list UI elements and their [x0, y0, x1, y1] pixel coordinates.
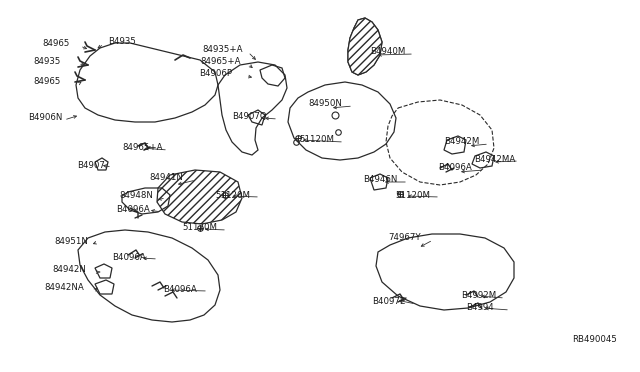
Text: 84935: 84935	[33, 58, 60, 67]
Text: 84942NA: 84942NA	[44, 283, 84, 292]
Text: 84950N: 84950N	[308, 99, 342, 109]
Text: 84965: 84965	[33, 77, 60, 87]
Text: B4942MA: B4942MA	[474, 154, 515, 164]
Text: 51120M: 51120M	[182, 224, 217, 232]
Text: B4097E: B4097E	[372, 298, 405, 307]
Text: B4994: B4994	[466, 304, 493, 312]
Text: 84941N: 84941N	[149, 173, 183, 183]
Polygon shape	[348, 18, 382, 75]
Text: B4946N: B4946N	[363, 176, 397, 185]
Text: 84965+A: 84965+A	[200, 58, 241, 67]
Text: B4096A: B4096A	[112, 253, 146, 262]
Text: 51120M: 51120M	[215, 190, 250, 199]
Text: 84948N: 84948N	[119, 192, 153, 201]
Text: 84942N: 84942N	[52, 266, 86, 275]
Text: 74967Y: 74967Y	[388, 234, 420, 243]
Text: B4992M: B4992M	[461, 292, 496, 301]
Text: B4096A: B4096A	[163, 285, 196, 294]
Text: RB490045: RB490045	[572, 336, 617, 344]
Text: B4906N: B4906N	[28, 113, 62, 122]
Text: 84951N: 84951N	[54, 237, 88, 246]
Polygon shape	[157, 170, 242, 224]
Text: B4942M: B4942M	[444, 138, 479, 147]
Text: B4096A: B4096A	[116, 205, 150, 215]
Text: 84935+A: 84935+A	[202, 45, 243, 55]
Text: 51120M: 51120M	[395, 190, 430, 199]
Text: B4907Q: B4907Q	[232, 112, 267, 122]
Text: B4940M: B4940M	[370, 48, 405, 57]
Text: B4935: B4935	[108, 36, 136, 45]
Text: B4907: B4907	[77, 160, 105, 170]
Text: B4906P: B4906P	[199, 70, 232, 78]
Text: 84965: 84965	[42, 39, 69, 48]
Text: 51120M: 51120M	[299, 135, 334, 144]
Text: 84965+A: 84965+A	[122, 144, 163, 153]
Text: B4096A: B4096A	[438, 164, 472, 173]
